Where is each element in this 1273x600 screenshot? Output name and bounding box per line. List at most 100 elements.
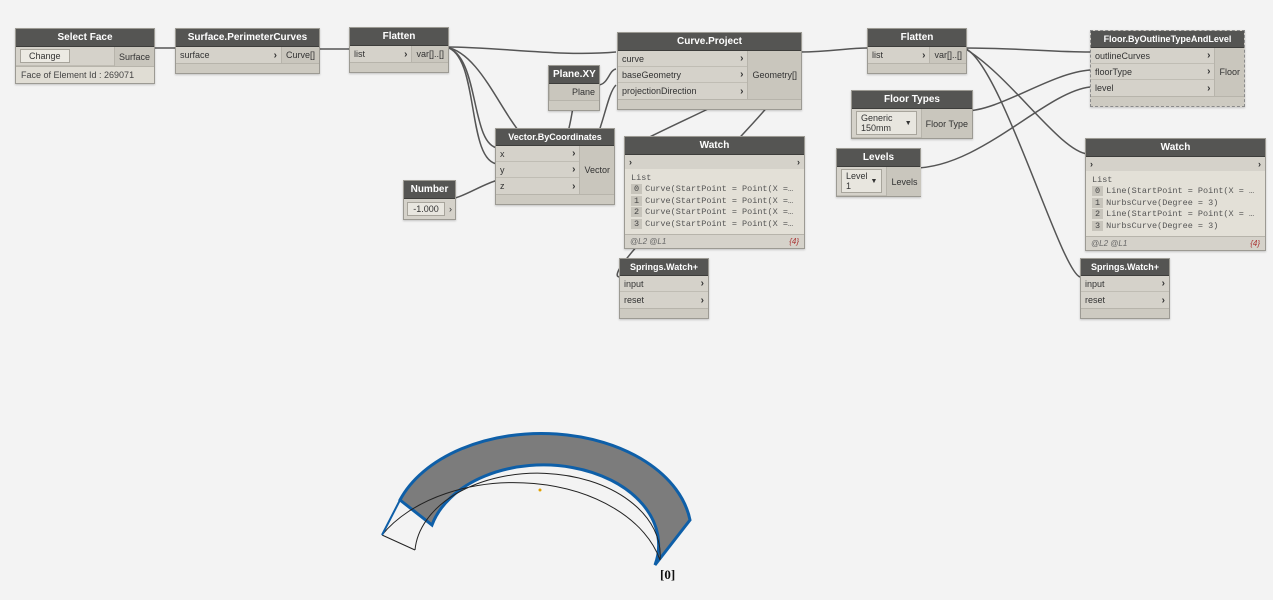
- port-out-floortype[interactable]: Floor Type: [921, 109, 972, 138]
- dynamo-canvas[interactable]: Select Face Change Surface Face of Eleme…: [0, 0, 1273, 595]
- node-footer: [176, 63, 319, 73]
- watch-body: List 0Line(StartPoint = Point(X = 1037… …: [1086, 171, 1265, 236]
- port-in-floortype[interactable]: floorType›: [1091, 64, 1214, 80]
- list-item: 0Line(StartPoint = Point(X = 1037…: [1092, 186, 1259, 197]
- chevron-right-icon: ›: [1162, 295, 1165, 306]
- list-index: 3: [631, 219, 642, 229]
- list-index: 1: [1092, 198, 1103, 208]
- port-in-surface[interactable]: surface›: [176, 47, 281, 63]
- node-curve-project[interactable]: Curve.Project curve› baseGeometry› proje…: [617, 32, 802, 110]
- list-item: 3Curve(StartPoint = Point(X = 1856: [631, 219, 798, 230]
- watch-levels: @L2 @L1: [630, 237, 666, 246]
- port-in-z[interactable]: z›: [496, 178, 579, 194]
- chevron-down-icon: ▼: [871, 178, 878, 185]
- port-in-projectiondirection[interactable]: projectionDirection›: [618, 83, 747, 99]
- chevron-right-icon: ›: [274, 50, 277, 61]
- port-in-basegeometry[interactable]: baseGeometry›: [618, 67, 747, 83]
- port-in-curve[interactable]: curve›: [618, 51, 747, 67]
- levels-dropdown[interactable]: Level 1▼: [841, 169, 882, 193]
- port-in-y[interactable]: y›: [496, 162, 579, 178]
- chevron-right-icon: ›: [1207, 83, 1210, 94]
- node-title: Flatten: [350, 28, 448, 46]
- change-button[interactable]: Change: [20, 49, 70, 63]
- chevron-right-icon: ›: [740, 86, 743, 97]
- chevron-right-icon: ›: [572, 148, 575, 159]
- watch-count: {4}: [789, 237, 799, 246]
- floor-type-dropdown[interactable]: Generic 150mm▼: [856, 111, 917, 135]
- watch-io-row: › ›: [625, 155, 804, 169]
- watch-levels: @L2 @L1: [1091, 239, 1127, 248]
- node-watch-1[interactable]: Watch › › List 0Curve(StartPoint = Point…: [624, 136, 805, 249]
- node-plane-xy[interactable]: Plane.XY Plane: [548, 65, 600, 111]
- node-footer: [618, 99, 801, 109]
- node-flatten-1[interactable]: Flatten list› var[]..[]: [349, 27, 449, 73]
- chevron-right-icon: ›: [1207, 66, 1210, 77]
- node-floor-types[interactable]: Floor Types Generic 150mm▼ Floor Type: [851, 90, 973, 139]
- port-out-vector[interactable]: Vector: [579, 146, 614, 194]
- node-watch-2[interactable]: Watch › › List 0Line(StartPoint = Point(…: [1085, 138, 1266, 251]
- port-out-geometry[interactable]: Geometry[]: [747, 51, 801, 99]
- node-levels[interactable]: Levels Level 1▼ Levels: [836, 148, 921, 197]
- list-index: 0: [1092, 186, 1103, 196]
- port-in-x[interactable]: x›: [496, 146, 579, 162]
- chevron-right-icon: ›: [449, 204, 452, 214]
- list-item: 3NurbsCurve(Degree = 3): [1092, 221, 1259, 232]
- watch-count: {4}: [1250, 239, 1260, 248]
- number-input[interactable]: -1.000: [407, 202, 445, 216]
- port-out-var[interactable]: var[]..[]: [929, 47, 966, 63]
- port-in-reset[interactable]: reset›: [620, 292, 708, 308]
- chevron-right-icon: ›: [701, 278, 704, 289]
- node-footer: [1091, 96, 1244, 106]
- list-index: 0: [631, 184, 642, 194]
- node-footer: [620, 308, 708, 318]
- node-footer: [496, 194, 614, 204]
- port-in-list[interactable]: list›: [350, 46, 411, 62]
- node-perimeter-curves[interactable]: Surface.PerimeterCurves surface› Curve[]: [175, 28, 320, 74]
- port-in-reset[interactable]: reset›: [1081, 292, 1169, 308]
- watch-header: List: [1092, 175, 1259, 186]
- chevron-right-icon: ›: [1162, 278, 1165, 289]
- chevron-right-icon: ›: [404, 49, 407, 60]
- port-in-list[interactable]: list›: [868, 47, 929, 63]
- chevron-right-icon: ›: [1207, 50, 1210, 61]
- port-out-curve[interactable]: Curve[]: [281, 47, 319, 63]
- node-footer: [868, 63, 966, 73]
- port-out-levels[interactable]: Levels: [886, 167, 921, 196]
- list-index: 3: [1092, 221, 1103, 231]
- node-number[interactable]: Number -1.000 ›: [403, 180, 456, 220]
- node-select-face[interactable]: Select Face Change Surface Face of Eleme…: [15, 28, 155, 84]
- chevron-right-icon[interactable]: ›: [797, 157, 800, 167]
- node-title: Curve.Project: [618, 33, 801, 51]
- node-title: Surface.PerimeterCurves: [176, 29, 319, 47]
- select-face-info: Face of Element Id : 269071: [16, 66, 154, 83]
- port-out-floor[interactable]: Floor: [1214, 48, 1244, 96]
- node-title: Number: [404, 181, 455, 199]
- node-vector-bycoordinates[interactable]: Vector.ByCoordinates x› y› z› Vector: [495, 128, 615, 205]
- chevron-right-icon[interactable]: ›: [1258, 159, 1261, 169]
- watch-footer: @L2 @L1 {4}: [1086, 236, 1265, 250]
- node-springs-watch-2[interactable]: Springs.Watch+ input› reset›: [1080, 258, 1170, 319]
- chevron-right-icon: ›: [701, 295, 704, 306]
- node-springs-watch-1[interactable]: Springs.Watch+ input› reset›: [619, 258, 709, 319]
- chevron-right-icon: ›: [572, 164, 575, 175]
- list-item: 2Line(StartPoint = Point(X = 2463…: [1092, 209, 1259, 220]
- node-title: Springs.Watch+: [620, 259, 708, 276]
- chevron-right-icon: ›: [740, 53, 743, 64]
- list-item: 1NurbsCurve(Degree = 3): [1092, 198, 1259, 209]
- port-out-var[interactable]: var[]..[]: [411, 46, 448, 62]
- port-in-outlinecurves[interactable]: outlineCurves›: [1091, 48, 1214, 64]
- port-in-level[interactable]: level›: [1091, 80, 1214, 96]
- chevron-right-icon: ›: [572, 181, 575, 192]
- chevron-right-icon[interactable]: ›: [1090, 159, 1093, 169]
- node-title: Floor.ByOutlineTypeAndLevel: [1091, 31, 1244, 48]
- port-out-surface[interactable]: Surface: [114, 47, 154, 66]
- node-title: Flatten: [868, 29, 966, 47]
- node-floor-byoutline[interactable]: Floor.ByOutlineTypeAndLevel outlineCurve…: [1090, 30, 1245, 107]
- port-in-input[interactable]: input›: [620, 276, 708, 292]
- port-in-input[interactable]: input›: [1081, 276, 1169, 292]
- chevron-right-icon[interactable]: ›: [629, 157, 632, 167]
- select-face-button-row: Change: [16, 47, 114, 66]
- node-title: Vector.ByCoordinates: [496, 129, 614, 146]
- node-flatten-2[interactable]: Flatten list› var[]..[]: [867, 28, 967, 74]
- port-out-plane[interactable]: Plane: [549, 84, 599, 100]
